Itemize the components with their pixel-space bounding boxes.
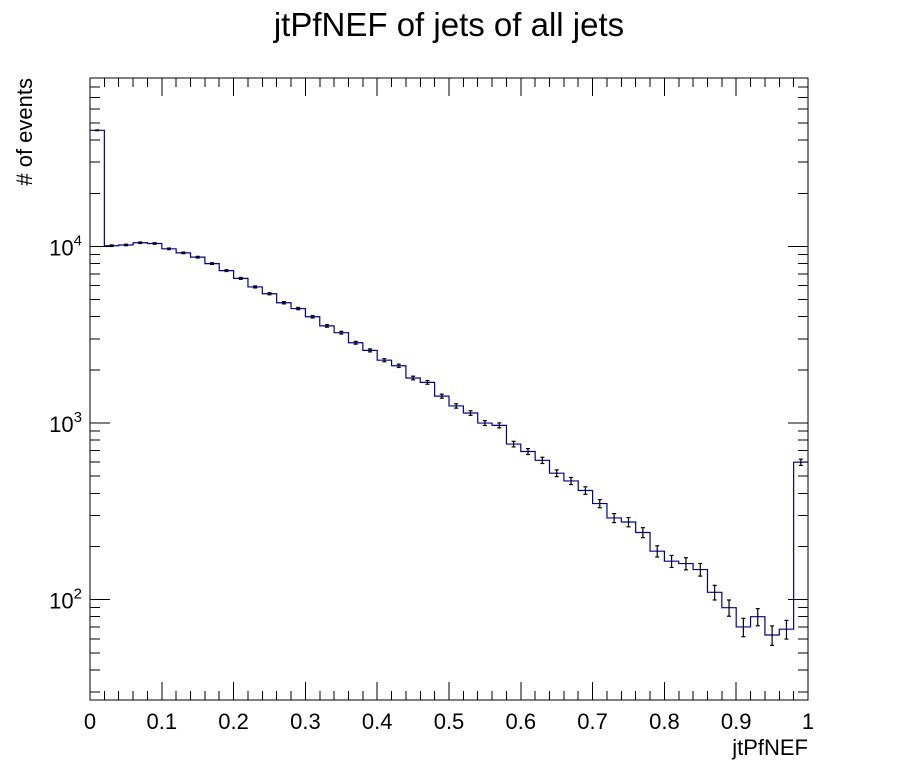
x-tick-label: 0.4 bbox=[362, 709, 393, 734]
x-tick-label: 0.8 bbox=[649, 709, 680, 734]
x-tick-label: 0.5 bbox=[434, 709, 465, 734]
error-bar bbox=[755, 607, 760, 627]
error-bar bbox=[626, 516, 631, 528]
error-bar bbox=[210, 262, 215, 266]
error-bar bbox=[238, 276, 243, 280]
error-bar bbox=[698, 562, 703, 577]
x-tick-label: 0.3 bbox=[290, 709, 321, 734]
error-bar bbox=[784, 619, 789, 640]
error-bar bbox=[253, 285, 258, 289]
error-bar bbox=[123, 243, 128, 247]
error-bar bbox=[425, 379, 430, 385]
error-bar bbox=[640, 527, 645, 539]
error-bar bbox=[540, 456, 545, 465]
error-bar bbox=[281, 301, 286, 305]
error-bar bbox=[138, 241, 143, 245]
error-bar bbox=[224, 269, 229, 273]
x-tick-label: 0.1 bbox=[147, 709, 178, 734]
error-bar bbox=[770, 625, 775, 646]
error-bar bbox=[497, 422, 502, 429]
histogram-line bbox=[90, 129, 808, 636]
error-bar bbox=[669, 554, 674, 569]
error-bar bbox=[339, 330, 344, 335]
tick-labels: 0 0.1 0.2 0.3 0.4 0.5 0.6 0.7 0.8 0.9 1 102 103 104 bbox=[49, 232, 814, 734]
error-bar bbox=[468, 410, 473, 416]
chart-title: jtPfNEF of jets of all jets bbox=[273, 6, 625, 43]
y-tick-label: 102 bbox=[49, 586, 82, 614]
error-bar bbox=[166, 247, 171, 251]
error-bar bbox=[741, 617, 746, 638]
x-tick-label: 0.2 bbox=[218, 709, 249, 734]
error-bar bbox=[583, 486, 588, 495]
plot-frame bbox=[89, 77, 809, 701]
error-bar bbox=[655, 545, 660, 558]
x-tick-label: 0.9 bbox=[721, 709, 752, 734]
y-tick-label: 103 bbox=[49, 409, 82, 437]
error-bar bbox=[569, 476, 574, 486]
error-bar bbox=[195, 255, 200, 259]
error-bar bbox=[411, 375, 416, 381]
error-bar bbox=[554, 469, 559, 478]
error-bar bbox=[267, 292, 272, 296]
error-bar bbox=[454, 403, 459, 409]
x-tick-label: 0 bbox=[84, 709, 96, 734]
error-bar bbox=[95, 129, 100, 132]
error-bar bbox=[368, 348, 373, 353]
error-bar bbox=[396, 363, 401, 369]
y-axis-title: # of events bbox=[12, 78, 37, 186]
error-bar bbox=[152, 242, 157, 245]
error-bar bbox=[353, 340, 358, 345]
error-bar bbox=[712, 584, 717, 601]
error-bar bbox=[109, 244, 114, 248]
x-tick-label: 0.7 bbox=[577, 709, 608, 734]
error-bar bbox=[525, 448, 530, 456]
error-bar bbox=[296, 306, 301, 311]
error-bar bbox=[683, 557, 688, 571]
x-tick-label: 0.6 bbox=[506, 709, 537, 734]
x-axis-title: jtPfNEF bbox=[731, 735, 808, 760]
error-bar bbox=[181, 251, 186, 255]
error-bar bbox=[612, 512, 617, 524]
error-bar bbox=[597, 498, 602, 509]
error-bar bbox=[310, 314, 315, 319]
error-bar bbox=[324, 324, 329, 328]
y-tick-label: 104 bbox=[49, 232, 82, 260]
error-bar bbox=[482, 420, 487, 427]
histogram-series bbox=[90, 129, 808, 646]
error-bar bbox=[439, 393, 444, 399]
error-bar bbox=[511, 440, 516, 448]
axis-ticks bbox=[89, 77, 809, 700]
error-bar bbox=[798, 458, 803, 467]
error-bar bbox=[382, 357, 387, 363]
error-bar bbox=[727, 599, 732, 617]
x-tick-label: 1 bbox=[802, 709, 814, 734]
